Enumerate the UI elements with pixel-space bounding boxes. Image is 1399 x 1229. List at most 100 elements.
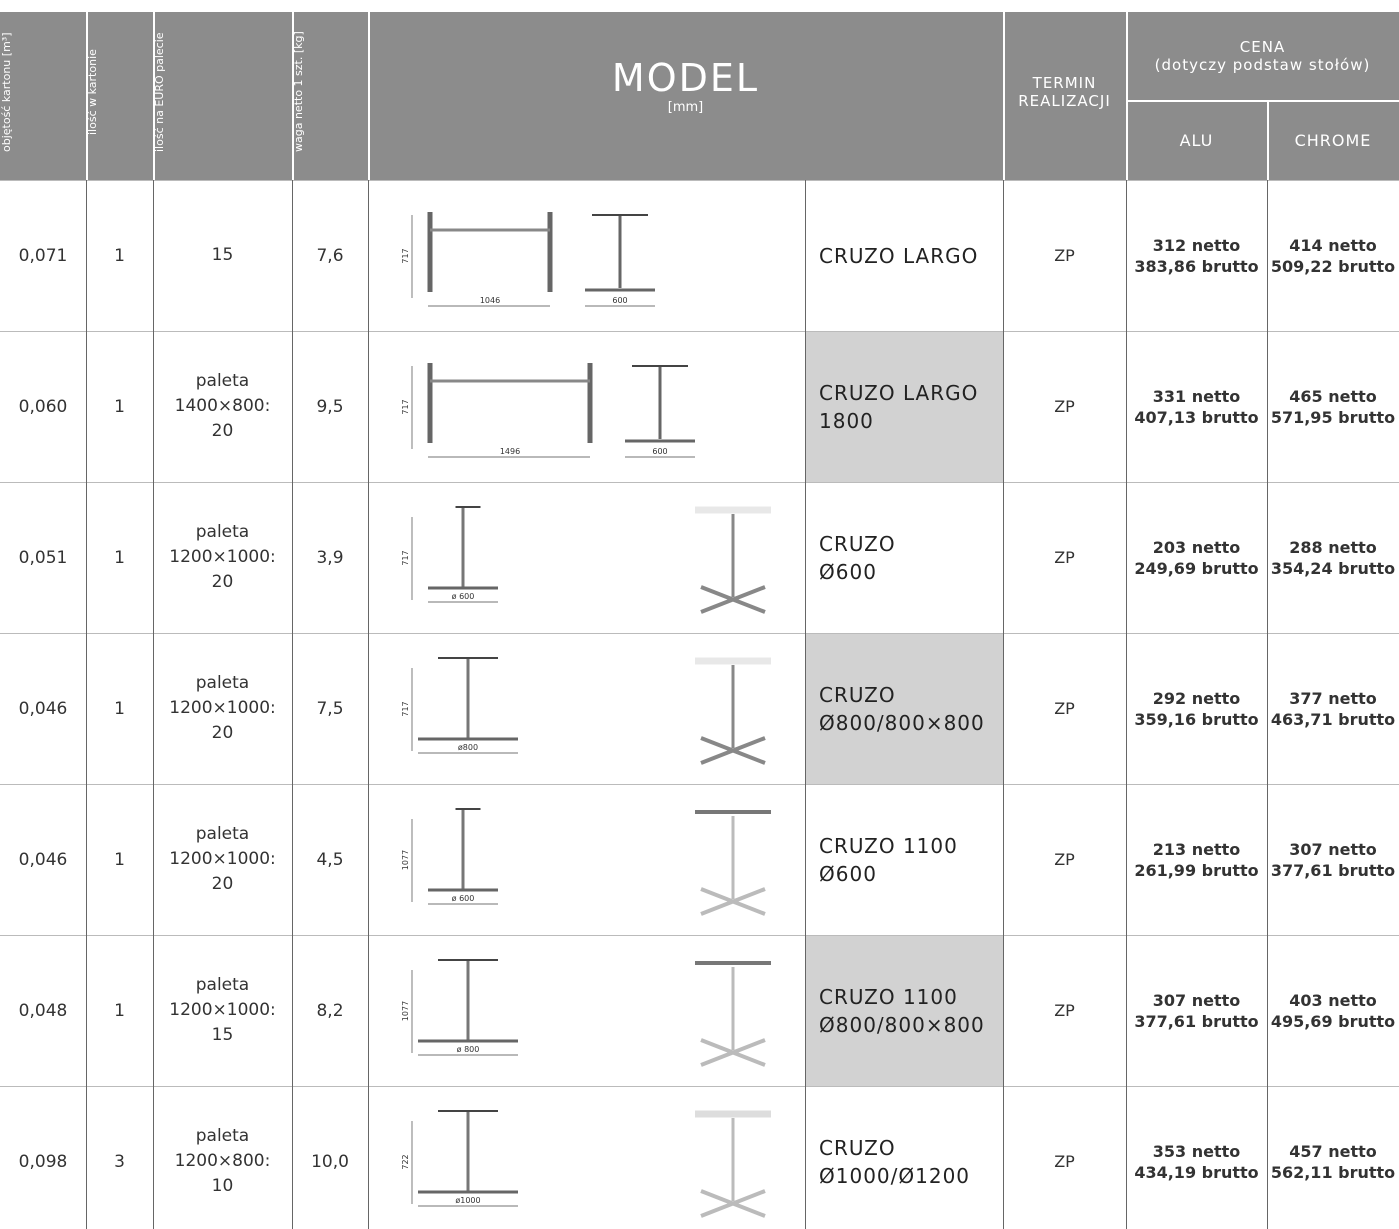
rule — [805, 180, 806, 331]
qty: 1 — [86, 633, 153, 784]
rule — [0, 180, 1399, 181]
rule — [86, 784, 87, 935]
rule — [0, 633, 1399, 634]
dimension: ø800 — [458, 743, 478, 752]
header-model: MODEL [mm] — [368, 12, 1003, 180]
model-unit: [mm] — [667, 99, 704, 115]
rule — [153, 180, 154, 331]
price-chrome-text: 414 netto — [1289, 235, 1377, 255]
header-term-text: REALIZACJI — [1018, 92, 1111, 110]
term-text: ZP — [1054, 1001, 1075, 1020]
header-term: TERMIN REALIZACJI — [1003, 12, 1126, 180]
term-text: ZP — [1054, 699, 1075, 718]
dimension: ø 800 — [457, 1045, 480, 1054]
model-name-text: CRUZO — [819, 682, 896, 707]
weight-text: 7,6 — [316, 245, 344, 266]
price-chrome-text: 403 netto — [1289, 990, 1377, 1010]
weight: 8,2 — [292, 935, 368, 1086]
header-alu-text: ALU — [1179, 130, 1214, 150]
price-alu: 307 netto 377,61 brutto — [1126, 935, 1267, 1086]
weight-text: 3,9 — [316, 547, 344, 568]
qty-text: 1 — [114, 396, 125, 417]
pallet-text: 1200×1000: — [169, 849, 276, 869]
drawing-line — [700, 736, 766, 765]
model-name: CRUZO 1100 Ø800/800×800 — [805, 935, 1003, 1086]
qty-text: 1 — [114, 245, 125, 266]
rule — [292, 935, 293, 1086]
qty: 1 — [86, 180, 153, 331]
rule — [1267, 180, 1268, 331]
model-name: CRUZO LARGO — [805, 180, 1003, 331]
price-alu-text: 203 netto — [1152, 537, 1241, 557]
rule — [368, 935, 369, 1086]
price-chrome-text: 495,69 brutto — [1270, 1011, 1396, 1031]
drawing: 1077 ø 800 — [401, 959, 771, 1067]
rule — [153, 784, 154, 935]
weight: 7,6 — [292, 180, 368, 331]
header-price-text: (dotyczy podstaw stołów) — [1154, 56, 1371, 74]
rule — [805, 482, 806, 633]
rule — [0, 1086, 1399, 1087]
volume: 0,051 — [0, 482, 86, 633]
rule — [292, 1086, 293, 1229]
price-alu-text: 383,86 brutto — [1134, 256, 1259, 276]
rule — [368, 482, 369, 633]
drawing: 1077 ø 600 — [401, 808, 771, 916]
pallet-text: paleta — [195, 371, 250, 391]
qty: 1 — [86, 935, 153, 1086]
rule — [1126, 482, 1127, 633]
volume-text: 0,071 — [18, 245, 68, 266]
model-name: CRUZO LARGO 1800 — [805, 331, 1003, 482]
drawing: 717 ø 600 — [401, 506, 771, 614]
rule — [1126, 935, 1127, 1086]
dimension: 717 — [401, 701, 410, 716]
model-name-text: Ø600 — [819, 861, 877, 886]
term: ZP — [1003, 784, 1126, 935]
price-alu: 203 netto 249,69 brutto — [1126, 482, 1267, 633]
rule — [0, 482, 1399, 483]
rule — [153, 633, 154, 784]
price-alu-text: 307 netto — [1152, 990, 1241, 1010]
rule — [1003, 935, 1004, 1086]
rule — [1126, 180, 1127, 331]
dimension: 717 — [401, 248, 410, 263]
pallet: paleta 1400×800: 20 — [153, 331, 292, 482]
term: ZP — [1003, 935, 1126, 1086]
qty-text: 1 — [114, 547, 125, 568]
dimension: 600 — [652, 447, 667, 456]
drawing: 717 1496 600 — [401, 363, 695, 458]
rule — [1003, 482, 1004, 633]
rule — [805, 633, 806, 784]
rule — [368, 633, 369, 784]
model-title: MODEL — [611, 55, 760, 100]
header-term-text: TERMIN — [1032, 74, 1097, 92]
qty: 1 — [86, 784, 153, 935]
rule — [368, 12, 370, 180]
price-alu-text: 377,61 brutto — [1134, 1011, 1259, 1031]
drawing-line — [700, 1038, 766, 1067]
rule — [805, 331, 806, 482]
weight-text: 9,5 — [316, 396, 344, 417]
rule — [1003, 1086, 1004, 1229]
rule — [153, 1086, 154, 1229]
price-chrome-text: 307 netto — [1289, 839, 1377, 859]
rule — [292, 331, 293, 482]
rule — [1267, 784, 1268, 935]
price-chrome-text: 562,11 brutto — [1270, 1162, 1396, 1182]
rule — [292, 12, 294, 180]
pallet: 15 — [153, 180, 292, 331]
term: ZP — [1003, 331, 1126, 482]
price-chrome-text: 509,22 brutto — [1270, 256, 1396, 276]
pallet: paleta 1200×800: 10 — [153, 1086, 292, 1229]
header-qty: ilość w kartonie — [86, 12, 153, 180]
dimension: 717 — [401, 550, 410, 565]
header-weight: waga netto 1 szt. [kg] — [292, 12, 368, 180]
volume: 0,048 — [0, 935, 86, 1086]
weight: 4,5 — [292, 784, 368, 935]
dimension: 1077 — [401, 850, 410, 870]
term-text: ZP — [1054, 246, 1075, 265]
pallet-text: paleta — [195, 975, 250, 995]
volume-text: 0,098 — [18, 1151, 68, 1172]
header-alu: ALU — [1126, 100, 1267, 180]
weight-text: 8,2 — [316, 1000, 344, 1021]
